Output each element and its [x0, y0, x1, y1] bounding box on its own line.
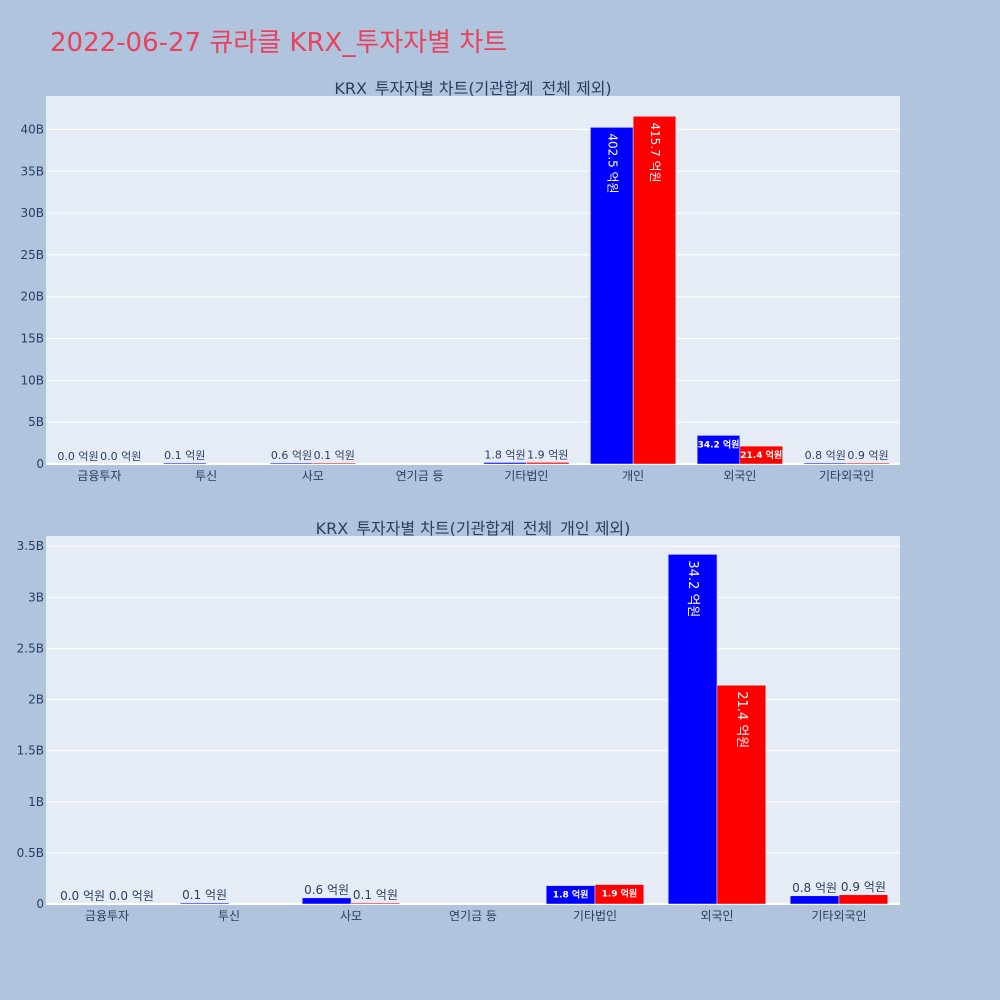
y-tick-label: 1B	[28, 795, 44, 809]
data-label: 0.8 억원	[805, 449, 846, 462]
y-tick-label: 35B	[20, 164, 44, 178]
data-label: 34.2 억원	[698, 438, 740, 450]
plot-area	[46, 96, 900, 464]
data-label: 0.9 억원	[841, 880, 886, 894]
bar	[350, 902, 401, 905]
data-label: 415.7 억원	[648, 122, 662, 182]
plot-area	[46, 536, 900, 904]
data-label: 1.8 억원	[484, 448, 525, 461]
chart-title: KRX_투자자별 차트(기관합계_전체 제외)	[334, 79, 611, 99]
data-label: 1.9 억원	[527, 448, 568, 461]
bar	[789, 895, 840, 905]
y-tick-label: 2.5B	[17, 641, 44, 655]
chart-investor-top: KRX_투자자별 차트(기관합계_전체 제외) 0 5B 10B 15B 20B 25B 30…	[20, 79, 900, 483]
x-tick-label: 외국인	[700, 909, 733, 923]
bar	[838, 894, 889, 905]
y-tick-label: 30B	[20, 206, 44, 220]
x-tick-label: 금융투자	[85, 909, 129, 923]
data-label: 0.1 억원	[314, 449, 355, 462]
bar	[179, 902, 230, 905]
y-tick-label: 0	[36, 457, 44, 471]
data-label: 0.9 억원	[847, 449, 888, 462]
data-label: 0.1 억원	[164, 449, 205, 462]
bar	[526, 462, 570, 465]
chart-title: KRX_투자자별 차트(기관합계_전체_개인 제외)	[316, 519, 631, 539]
y-tick-label: 5B	[28, 415, 44, 429]
data-label: 0.0 억원	[100, 450, 141, 463]
y-tick-label: 3B	[28, 590, 44, 604]
bar	[590, 127, 634, 465]
data-label: 0.6 억원	[304, 883, 349, 897]
x-tick-label: 기타법인	[573, 909, 617, 923]
chart-investor-bottom: KRX_투자자별 차트(기관합계_전체_개인 제외) 0 0.5B 1B 1.5B 2B 2…	[17, 519, 900, 923]
data-label: 1.9 억원	[602, 888, 638, 900]
data-label: 21.4 억원	[734, 691, 749, 748]
bar	[483, 462, 527, 465]
x-tick-label: 기타외국인	[811, 909, 866, 923]
y-tick-label: 1.5B	[17, 744, 44, 758]
y-tick-label: 25B	[20, 248, 44, 262]
data-label: 34.2 억원	[685, 560, 700, 617]
data-label: 0.8 억원	[792, 881, 837, 895]
data-label: 0.6 억원	[271, 449, 312, 462]
bar	[803, 462, 847, 465]
y-tick-label: 20B	[20, 290, 44, 304]
x-tick-label: 투신	[218, 909, 240, 923]
y-tick-label: 0	[36, 897, 44, 911]
y-tick-label: 2B	[28, 693, 44, 707]
bar	[846, 462, 890, 465]
data-label: 0.0 억원	[60, 889, 105, 903]
data-label: 402.5 억원	[605, 133, 619, 193]
x-tick-label: 외국인	[723, 469, 756, 483]
x-tick-label: 개인	[622, 469, 644, 483]
bar	[163, 462, 207, 465]
x-tick-label: 금융투자	[77, 469, 121, 483]
bar	[632, 116, 677, 465]
x-tick-label: 사모	[302, 469, 324, 483]
x-tick-label: 기타법인	[504, 469, 548, 483]
bar	[716, 684, 767, 905]
y-tick-label: 3.5B	[17, 539, 44, 553]
data-label: 21.4 억원	[740, 449, 782, 461]
y-tick-label: 10B	[20, 373, 44, 387]
y-tick-label: 40B	[20, 122, 44, 136]
data-label: 0.0 억원	[57, 450, 98, 463]
y-tick-label: 0.5B	[17, 846, 44, 860]
bar	[312, 462, 356, 465]
bar	[269, 462, 314, 465]
data-label: 0.0 억원	[109, 889, 154, 903]
bar	[301, 897, 352, 905]
bar	[739, 445, 783, 465]
data-label: 0.1 억원	[353, 888, 398, 902]
bar	[667, 554, 718, 905]
bar	[594, 884, 645, 905]
x-tick-label: 연기금 등	[449, 909, 497, 923]
x-tick-label: 투신	[195, 469, 217, 483]
x-tick-label: 연기금 등	[396, 469, 444, 483]
data-label: 1.8 억원	[553, 889, 589, 901]
page-title: 2022-06-27 큐라클 KRX_투자자별 차트	[50, 28, 508, 58]
x-tick-label: 기타외국인	[819, 469, 874, 483]
x-tick-label: 사모	[340, 909, 362, 923]
data-label: 0.1 억원	[182, 888, 227, 902]
y-tick-label: 15B	[20, 332, 44, 346]
